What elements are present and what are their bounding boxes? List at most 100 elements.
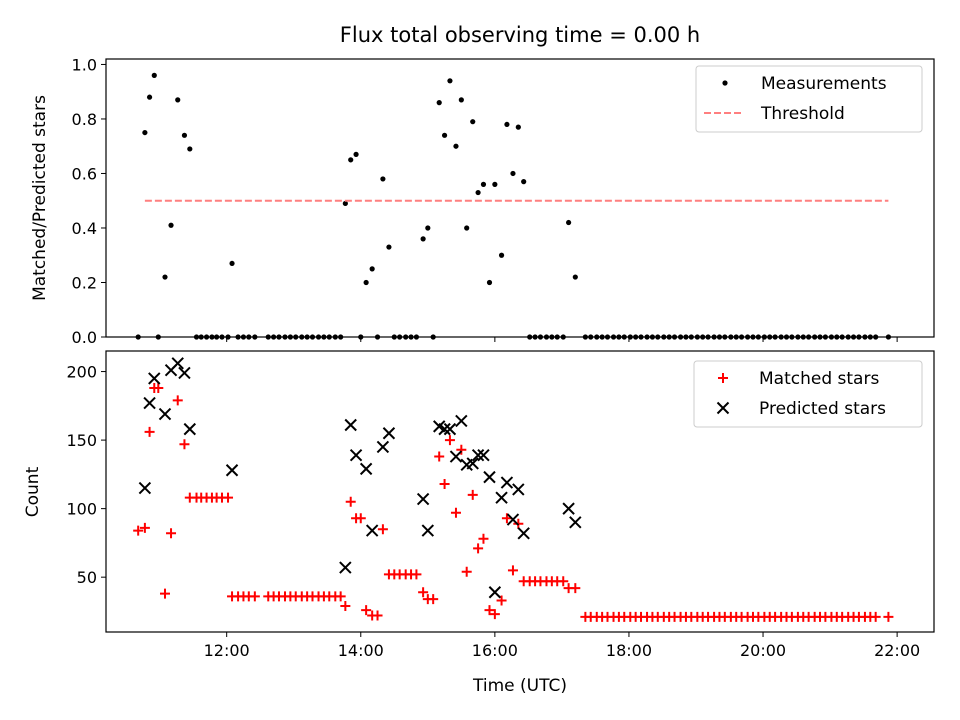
measurements-point — [470, 119, 476, 125]
measurements-point — [492, 181, 498, 187]
bottom-plot-area: 50 100 150 200 12:00 14:00 16:00 18:00 20:00 22:0… — [66, 350, 935, 660]
matched-stars-point — [335, 591, 346, 602]
predicted-stars-point — [449, 450, 463, 463]
matched-stars-point — [558, 576, 569, 587]
predicted-stars-point — [339, 561, 352, 574]
y-tick-label: 1.0 — [72, 55, 97, 74]
predicted-stars-point — [158, 407, 172, 421]
matched-stars-point — [870, 611, 881, 622]
matched-stars-point — [428, 594, 439, 605]
matched-stars-point — [450, 507, 461, 518]
measurements-point — [464, 225, 470, 231]
predicted-stars-point — [569, 516, 582, 529]
legend-predicted-stars-swatch — [716, 401, 730, 415]
predicted-stars-point — [143, 396, 156, 410]
measurements-point — [480, 181, 487, 187]
matched-stars-point — [172, 395, 183, 406]
matched-stars-point — [570, 583, 581, 594]
measurements-point — [420, 236, 426, 242]
matched-stars-point — [473, 543, 484, 554]
legend-threshold-label: Threshold — [760, 104, 845, 124]
measurements-point — [572, 274, 578, 280]
top-plot-area: 0.0 0.2 0.4 0.6 0.8 1.0 Measurements Threshold — [72, 55, 935, 347]
matched-stars-point — [439, 478, 450, 489]
measurements-point — [436, 100, 442, 106]
measurements-point — [229, 260, 235, 267]
predicted-stars-point — [455, 414, 468, 428]
matched-stars-point — [377, 524, 388, 535]
x-tick-label: 16:00 — [472, 641, 518, 660]
y-tick-label: 200 — [66, 363, 97, 382]
predicted-stars-point — [359, 462, 373, 476]
measurements-point — [475, 189, 481, 196]
matched-stars-point — [434, 451, 445, 462]
measurements-point — [515, 124, 521, 130]
matched-stars-point — [507, 565, 518, 576]
legend-matched-stars-label: Matched stars — [759, 369, 879, 389]
measurements-point — [168, 222, 174, 228]
x-tick-label: 22:00 — [874, 641, 920, 660]
matched-stars-point — [340, 600, 351, 611]
matched-stars-point — [456, 444, 467, 455]
measurements-point — [386, 244, 392, 250]
predicted-stars-point — [171, 357, 184, 370]
predicted-stars-point — [483, 470, 496, 484]
measurements-point — [441, 132, 448, 138]
legend-predicted-stars-label: Predicted stars — [759, 399, 886, 419]
x-tick-label: 20:00 — [740, 641, 786, 660]
matched-stars-point — [418, 587, 429, 598]
matched-stars-point — [496, 595, 507, 606]
matched-stars-point — [484, 605, 495, 616]
measurements-point — [353, 151, 359, 157]
predicted-stars-point — [517, 527, 530, 540]
predicted-stars-point — [225, 464, 239, 477]
y-tick-label: 0.0 — [72, 328, 97, 347]
y-tick-label: 50 — [77, 568, 97, 587]
x-axis-label: Time (UTC) — [472, 676, 567, 696]
measurements-point — [142, 129, 148, 136]
y-tick-label: 0.8 — [72, 110, 97, 129]
x-tick-label: 14:00 — [338, 641, 384, 660]
predicted-stars-point — [512, 483, 525, 496]
predicted-stars-point — [488, 586, 502, 599]
predicted-stars-point — [495, 491, 508, 504]
matched-stars-point — [444, 435, 455, 446]
matched-stars-point — [361, 605, 372, 616]
legend-measurements-label: Measurements — [761, 74, 887, 94]
predicted-stars-point — [506, 513, 520, 526]
measurements-point — [151, 72, 157, 78]
measurements-point — [486, 279, 493, 286]
predicted-stars-point — [443, 422, 457, 436]
matched-stars-point — [159, 588, 170, 599]
predicted-stars-point — [416, 492, 430, 506]
measurements-point — [162, 274, 168, 280]
measurements-point — [187, 146, 193, 152]
matched-stars-point — [179, 439, 190, 450]
predicted-stars-point — [421, 524, 435, 537]
y-tick-label: 100 — [66, 500, 97, 519]
predicted-stars-point — [382, 427, 396, 440]
measurements-point — [566, 219, 572, 226]
measurements-point — [498, 252, 505, 258]
legend-measurements-swatch — [722, 80, 728, 86]
matched-stars-point — [883, 611, 894, 622]
y-tick-label: 150 — [66, 431, 97, 450]
predicted-stars-point — [438, 422, 451, 436]
measurements-point — [453, 143, 459, 149]
axes-frame — [105, 58, 935, 338]
predicted-stars-point — [500, 476, 514, 489]
matched-stars-point — [355, 513, 366, 524]
predicted-stars-point — [178, 366, 191, 380]
top-y-axis-label: Matched/Predicted stars — [30, 95, 50, 301]
matched-stars-point — [144, 426, 155, 437]
predicted-stars-point — [148, 372, 161, 385]
measurements-point — [363, 279, 369, 286]
measurements-point — [447, 78, 453, 84]
matched-stars-point — [411, 569, 422, 580]
chart-title: Flux total observing time = 0.00 h — [340, 23, 700, 47]
measurements-point — [181, 132, 188, 138]
predicted-stars-point — [376, 440, 390, 454]
measurements-point — [510, 170, 516, 177]
axes-frame — [105, 350, 935, 633]
matched-stars-point — [139, 522, 150, 533]
